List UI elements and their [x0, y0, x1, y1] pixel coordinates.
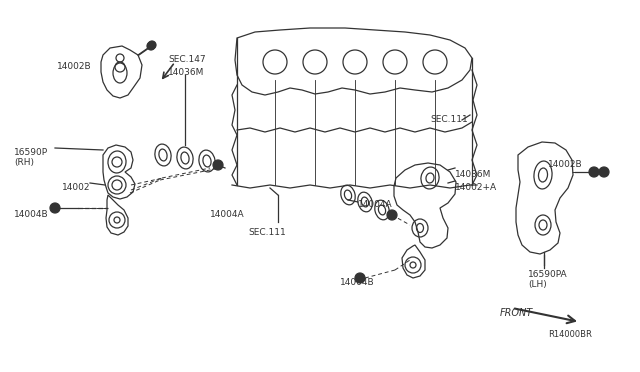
Circle shape [50, 203, 60, 213]
Text: SEC.111: SEC.111 [430, 115, 468, 124]
Text: 14036M: 14036M [455, 170, 492, 179]
Text: 14004B: 14004B [14, 210, 49, 219]
Text: 14002B: 14002B [548, 160, 582, 169]
Text: SEC.111: SEC.111 [248, 228, 285, 237]
Text: FRONT: FRONT [500, 308, 533, 318]
Text: 14036M: 14036M [168, 68, 204, 77]
Circle shape [387, 210, 397, 220]
Text: 14004A: 14004A [358, 200, 392, 209]
Text: 14002B: 14002B [57, 62, 92, 71]
Circle shape [148, 41, 156, 49]
Circle shape [589, 167, 599, 177]
Circle shape [599, 167, 609, 177]
Text: 14004A: 14004A [210, 210, 244, 219]
Circle shape [147, 42, 155, 50]
Text: 16590PA
(LH): 16590PA (LH) [528, 270, 568, 289]
Text: 14002+A: 14002+A [455, 183, 497, 192]
Text: 14004B: 14004B [340, 278, 374, 287]
Text: R14000BR: R14000BR [548, 330, 592, 339]
Text: 16590P
(RH): 16590P (RH) [14, 148, 48, 167]
Text: SEC.147: SEC.147 [168, 55, 205, 64]
Circle shape [355, 273, 365, 283]
Text: 14002: 14002 [62, 183, 90, 192]
Circle shape [213, 160, 223, 170]
